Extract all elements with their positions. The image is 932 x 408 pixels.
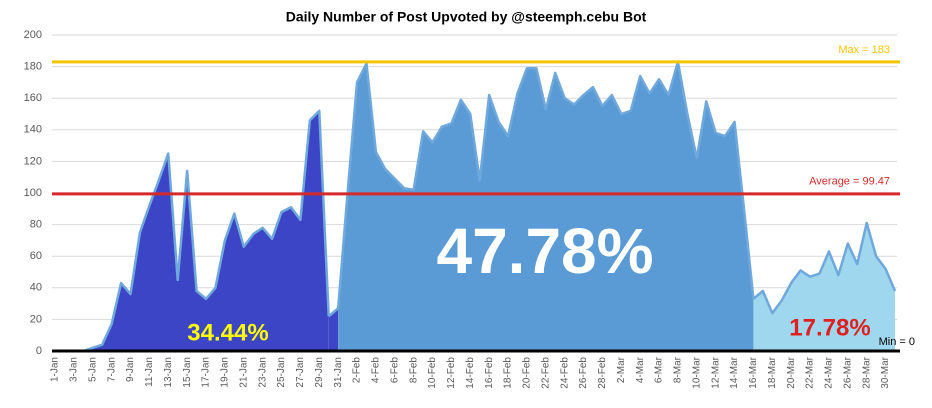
x-tick-label: 8-Feb [408, 357, 419, 384]
x-tick-label: 12-Mar [710, 356, 721, 388]
area-bridge [743, 208, 754, 351]
area-outline [55, 109, 330, 353]
y-tick-label: 0 [36, 345, 42, 357]
x-tick-label: 7-Jan [106, 357, 117, 382]
share-label: 34.44% [187, 319, 268, 346]
x-tick-label: 16-Feb [484, 357, 495, 389]
x-tick-label: 1-Jan [50, 357, 61, 382]
outline-bridge [742, 208, 755, 299]
x-tick-label: 23-Jan [257, 357, 268, 388]
y-tick-label: 140 [24, 124, 42, 136]
x-tick-label: 5-Jan [87, 357, 98, 382]
y-tick-label: 40 [30, 282, 42, 294]
x-tick-label: 21-Jan [238, 357, 249, 388]
share-label: 47.78% [436, 215, 653, 287]
x-tick-label: 28-Feb [597, 357, 608, 389]
area [338, 61, 744, 352]
x-tick-label: 26-Feb [578, 357, 589, 389]
x-tick-label: 29-Jan [314, 357, 325, 388]
x-tick-label: 6-Feb [389, 357, 400, 384]
x-tick-label: 27-Jan [295, 357, 306, 388]
chart-title: Daily Number of Post Upvoted by @steemph… [286, 9, 647, 25]
x-tick-label: 11-Jan [144, 357, 155, 387]
y-tick-label: 20 [30, 313, 42, 325]
x-tick-label: 31-Jan [333, 357, 344, 388]
share-label: 17.78% [789, 314, 870, 341]
x-tick-label: 13-Jan [163, 357, 174, 388]
x-tick-label: 26-Mar [842, 356, 853, 388]
y-tick-label: 200 [24, 29, 42, 41]
x-tick-label: 28-Mar [861, 356, 872, 388]
x-tick-label: 2-Feb [352, 357, 363, 384]
x-tick-label: 22-Feb [540, 357, 551, 389]
x-tick-label: 17-Jan [201, 357, 212, 388]
x-tick-label: 6-Mar [654, 356, 665, 383]
x-tick-label: 9-Jan [125, 357, 136, 382]
y-tick-label: 100 [24, 187, 42, 199]
x-tick-label: 2-Mar [616, 356, 627, 383]
x-tick-label: 16-Mar [748, 356, 759, 388]
y-tick-label: 80 [30, 219, 42, 231]
y-tick-label: 120 [24, 155, 42, 167]
y-tick-label: 180 [24, 61, 42, 73]
y-tick-label: 60 [30, 250, 42, 262]
reference-label: Average = 99.47 [809, 176, 890, 188]
outline-bridge [327, 307, 339, 318]
x-tick-label: 4-Feb [371, 357, 382, 384]
x-tick-label: 10-Mar [691, 356, 702, 388]
reference-label: Min = 0 [879, 336, 915, 348]
x-tick-label: 30-Mar [880, 356, 891, 388]
y-tick-label: 160 [24, 92, 42, 104]
x-tick-label: 18-Feb [503, 357, 514, 389]
x-tick-label: 3-Jan [69, 357, 80, 382]
area-outline [336, 60, 746, 309]
area-outline [752, 221, 897, 315]
x-tick-label: 12-Feb [446, 357, 457, 389]
x-tick-label: 8-Mar [673, 356, 684, 383]
x-tick-label: 14-Mar [729, 356, 740, 388]
x-tick-label: 24-Mar [824, 356, 835, 388]
x-tick-label: 24-Feb [559, 357, 570, 389]
x-tick-label: 20-Feb [522, 357, 533, 389]
x-tick-label: 14-Feb [465, 357, 476, 389]
x-tick-label: 10-Feb [427, 357, 438, 389]
x-tick-label: 15-Jan [182, 357, 193, 388]
reference-label: Max = 183 [838, 44, 890, 56]
x-tick-label: 20-Mar [786, 356, 797, 388]
x-tick-label: 4-Mar [635, 356, 646, 383]
area-bridge [328, 308, 339, 351]
x-tick-label: 22-Mar [805, 356, 816, 388]
x-tick-label: 18-Mar [767, 356, 778, 388]
x-tick-label: 19-Jan [220, 357, 231, 388]
x-tick-label: 25-Jan [276, 357, 287, 388]
